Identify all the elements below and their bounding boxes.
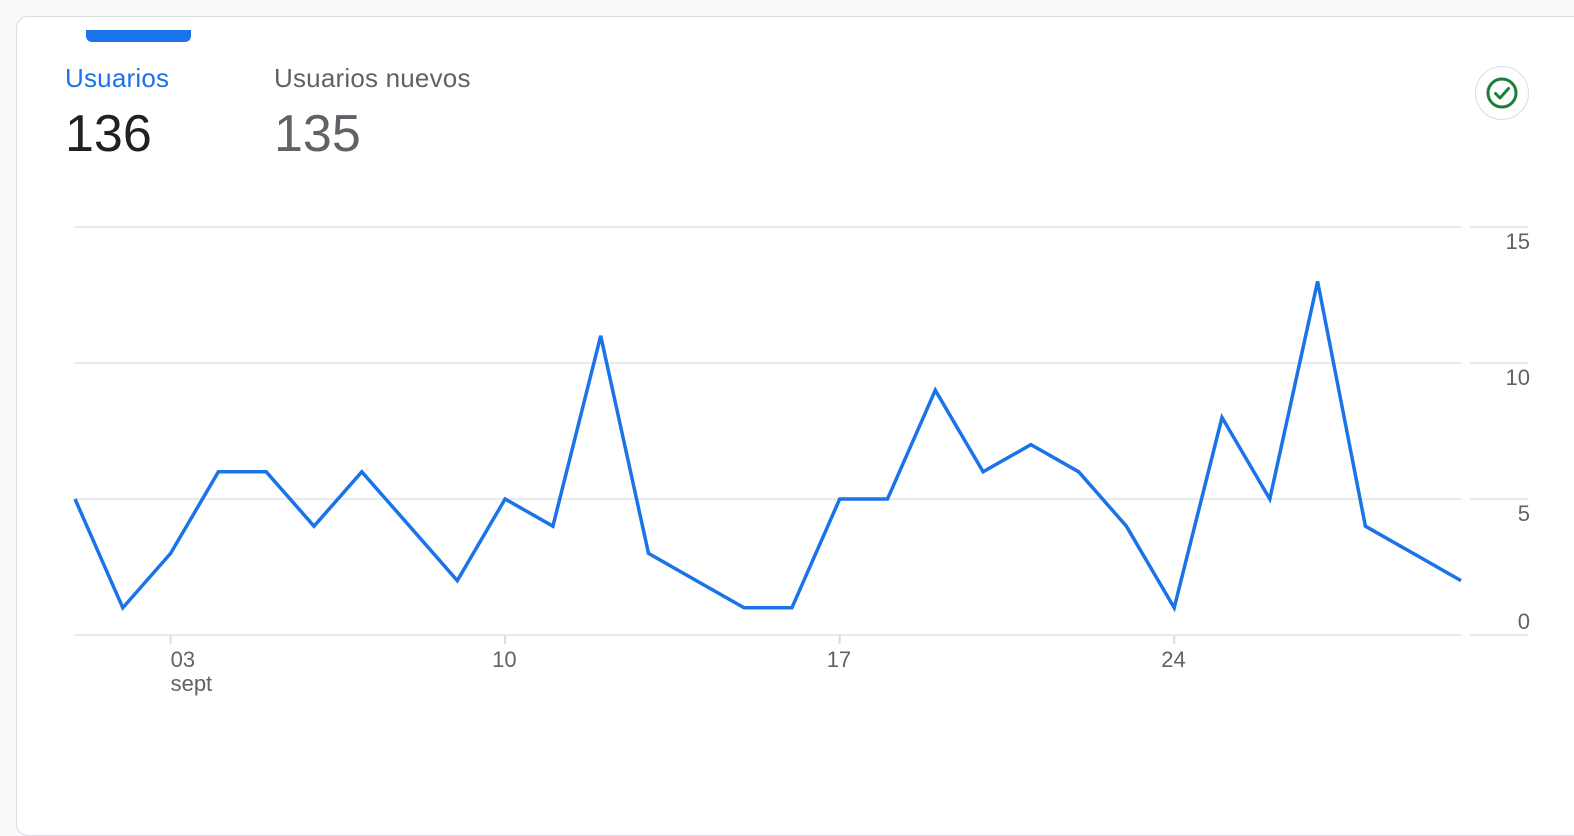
series-line-0	[75, 281, 1461, 607]
grid-lines	[75, 227, 1528, 635]
x-tick-label: 10	[492, 647, 516, 672]
series-users	[75, 281, 1461, 607]
x-tick-label: 17	[827, 647, 851, 672]
x-tick-label: 24	[1161, 647, 1185, 672]
y-tick-label: 5	[1518, 501, 1530, 526]
x-tick-label: 03	[171, 647, 195, 672]
x-tick-sublabel: sept	[171, 671, 213, 696]
y-tick-label: 0	[1518, 609, 1530, 634]
y-tick-label: 15	[1506, 229, 1530, 254]
y-tick-label: 10	[1506, 365, 1530, 390]
y-axis-labels: 0 5 10 15	[1506, 229, 1530, 634]
